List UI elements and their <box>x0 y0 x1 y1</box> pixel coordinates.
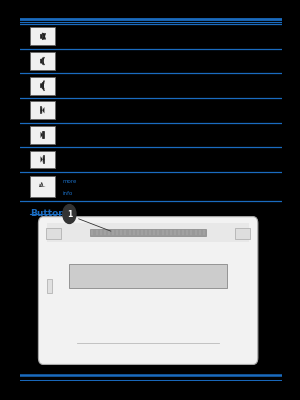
Polygon shape <box>40 58 43 65</box>
Polygon shape <box>41 182 43 186</box>
FancyBboxPatch shape <box>30 27 55 45</box>
Polygon shape <box>40 184 41 186</box>
Polygon shape <box>40 33 43 40</box>
Bar <box>235 228 250 238</box>
Bar <box>90 229 206 236</box>
FancyBboxPatch shape <box>30 52 55 70</box>
Text: info: info <box>63 190 73 196</box>
FancyBboxPatch shape <box>38 217 258 364</box>
Bar <box>69 264 227 288</box>
FancyBboxPatch shape <box>30 77 55 94</box>
Bar <box>47 224 249 242</box>
Polygon shape <box>40 132 43 138</box>
Text: Buttons: Buttons <box>30 210 70 218</box>
FancyBboxPatch shape <box>30 102 55 119</box>
FancyBboxPatch shape <box>30 150 55 168</box>
Polygon shape <box>40 82 43 89</box>
Polygon shape <box>39 186 46 187</box>
FancyBboxPatch shape <box>30 176 55 197</box>
Polygon shape <box>42 107 44 114</box>
Polygon shape <box>43 156 45 162</box>
Polygon shape <box>40 107 42 114</box>
Circle shape <box>63 204 76 224</box>
Text: 1: 1 <box>67 210 72 218</box>
Polygon shape <box>40 156 43 162</box>
FancyBboxPatch shape <box>30 126 55 144</box>
Text: more: more <box>63 179 77 184</box>
Bar <box>47 279 52 293</box>
Bar <box>46 228 61 238</box>
